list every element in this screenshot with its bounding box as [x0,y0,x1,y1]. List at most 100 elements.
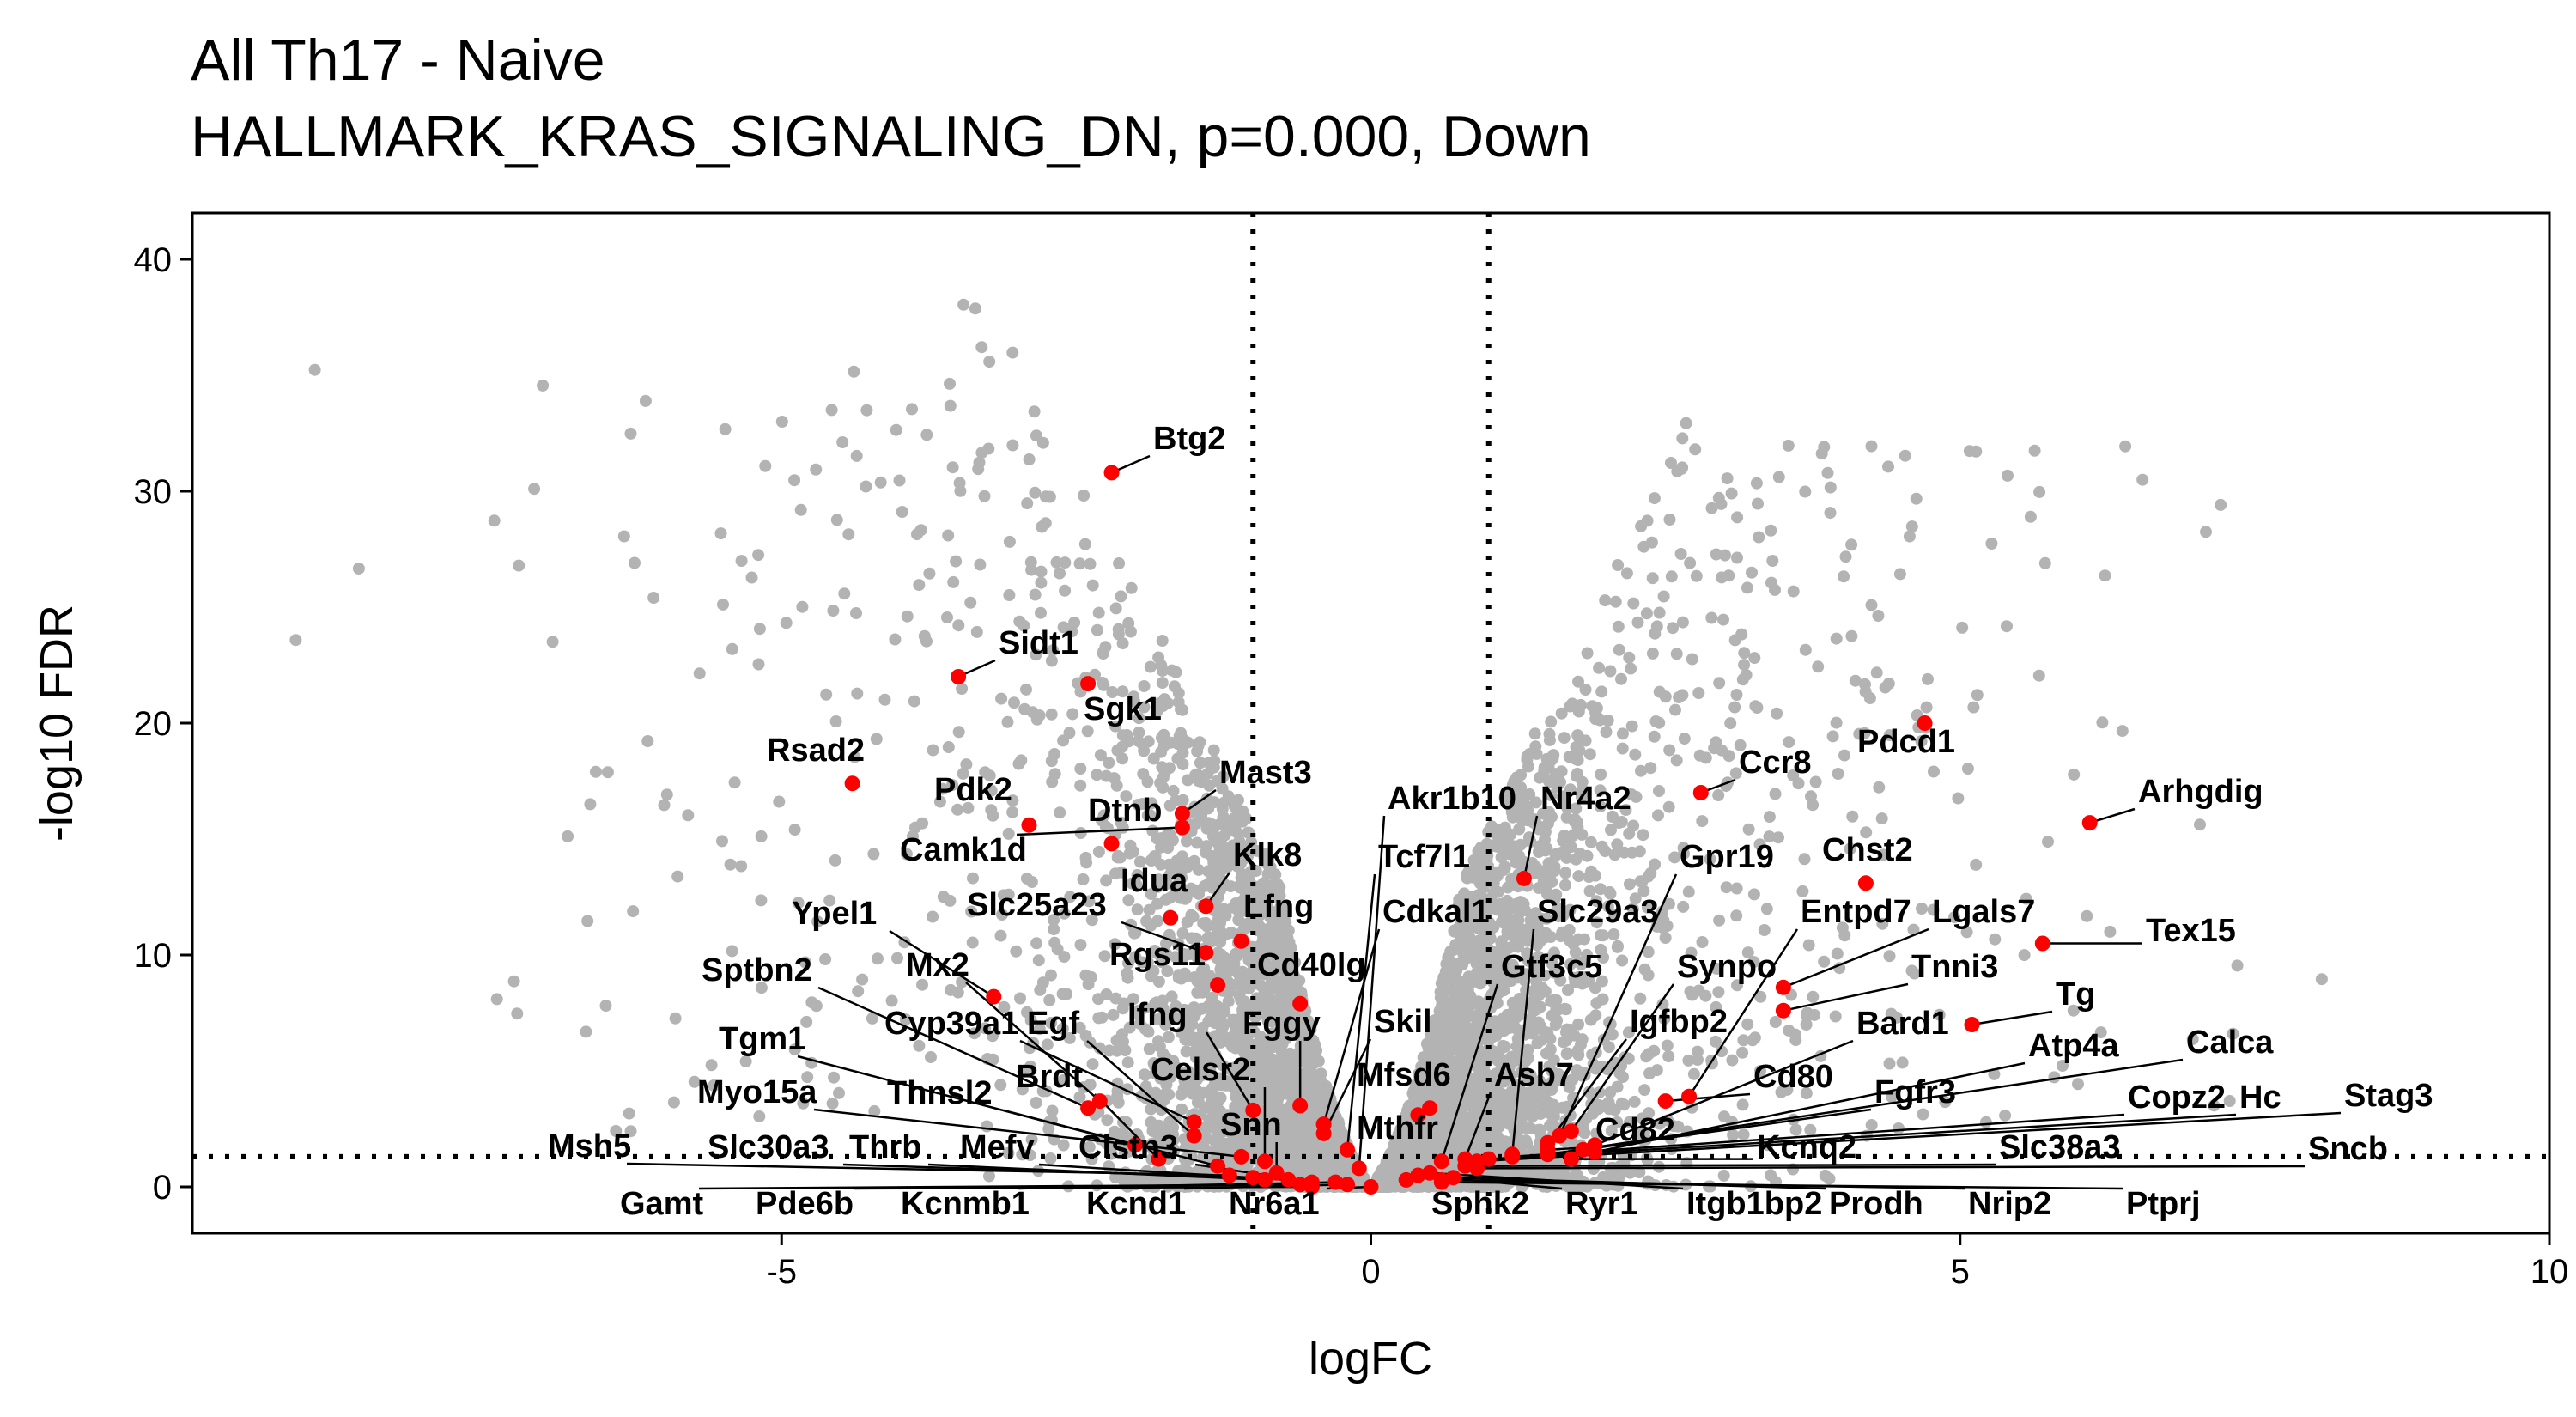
background-gene-point [1557,1036,1570,1049]
background-gene-point [1115,740,1128,753]
background-gene-point [1645,536,1658,549]
background-gene-point [1066,708,1079,721]
background-gene-point [1754,990,1767,1003]
background-gene-point [908,695,920,708]
background-gene-point [1830,632,1843,645]
background-gene-point [1581,647,1594,660]
background-gene-point [2099,569,2111,582]
background-gene-point [1640,607,1653,620]
background-gene-point [1907,923,1920,936]
background-gene-point [946,461,959,474]
background-gene-point [1712,986,1725,999]
background-gene-point [960,758,973,771]
background-gene-point [1121,1056,1134,1069]
background-gene-point [1718,1110,1730,1123]
background-gene-point [1561,801,1574,814]
background-gene-point [836,436,849,448]
background-gene-point [1696,936,1709,948]
background-gene-point [1893,1122,1905,1134]
background-gene-point [1206,830,1219,842]
background-gene-point [716,835,728,848]
background-gene-point [1787,585,1800,598]
background-gene-point [1738,647,1751,660]
background-gene-point [1771,707,1783,720]
background-gene-point [1572,1018,1585,1031]
background-gene-point [1570,853,1583,866]
background-gene-point [488,514,501,527]
background-gene-point [1615,672,1627,685]
background-gene-point [1826,730,1839,743]
background-gene-point [669,1012,682,1025]
background-gene-point [1618,846,1631,859]
background-gene-point [1512,855,1525,868]
background-gene-point [1692,687,1705,699]
background-gene-point [1501,925,1514,938]
background-gene-point [820,688,833,701]
background-gene-point [1753,531,1765,544]
background-gene-point [1705,611,1718,624]
background-gene-point [1056,1022,1069,1035]
background-gene-point [1728,634,1741,647]
background-gene-point [1667,622,1680,635]
background-gene-point [1736,1046,1749,1059]
background-gene-point [1035,606,1047,619]
background-gene-point [1650,1064,1663,1077]
background-gene-point [1045,708,1058,721]
background-gene-point [1812,660,1825,673]
background-gene-point [1637,829,1649,842]
background-gene-point [1831,947,1844,960]
background-gene-point [601,766,614,779]
background-gene-point [967,872,979,885]
background-gene-point [1731,511,1744,524]
background-gene-point [792,897,805,909]
background-gene-point [1722,750,1735,763]
background-gene-point [1611,1116,1624,1128]
background-gene-point [1682,1054,1695,1067]
background-gene-point [1006,439,1019,452]
background-gene-point [599,1000,612,1013]
background-gene-point [2215,498,2227,511]
background-gene-point [1516,1111,1528,1124]
background-gene-point [1623,827,1636,840]
background-gene-point [874,476,887,489]
background-gene-point [1625,662,1637,675]
background-gene-point [1653,606,1666,619]
background-gene-point [852,985,865,998]
background-gene-point [827,605,840,617]
background-gene-point [1030,713,1043,726]
background-gene-point [688,1075,701,1088]
background-gene-point [850,449,863,462]
background-gene-point [1713,914,1726,927]
background-gene-point [1657,590,1670,603]
background-gene-point [1617,1071,1629,1084]
background-gene-point [1961,763,1974,775]
background-gene-point [1748,652,1761,665]
background-gene-point [1109,602,1122,615]
background-gene-point [1551,848,1564,861]
background-gene-point [1818,955,1831,968]
background-gene-point [1877,848,1890,861]
background-gene-point [1956,621,1969,634]
background-gene-point [1032,954,1045,967]
background-gene-point [1538,763,1551,776]
background-gene-point [1560,1023,1573,1036]
background-gene-point [1545,715,1558,728]
background-gene-point [996,909,1008,921]
background-gene-point [735,555,748,568]
background-gene-point [964,596,977,609]
background-gene-point [1048,768,1061,781]
background-gene-point [1176,927,1189,940]
background-gene-point [1550,994,1563,1006]
background-gene-point [1634,875,1647,888]
background-gene-point [890,423,902,436]
background-gene-point [1218,952,1231,964]
background-gene-point [1595,840,1608,853]
background-gene-point [1092,606,1105,619]
background-gene-point [1999,1109,2012,1122]
background-gene-point [866,1012,878,1025]
background-gene-point [1858,727,1871,739]
background-gene-point [1625,720,1638,733]
background-gene-point [1086,579,1099,592]
background-gene-point [1549,1019,1562,1031]
background-gene-point [974,558,987,571]
